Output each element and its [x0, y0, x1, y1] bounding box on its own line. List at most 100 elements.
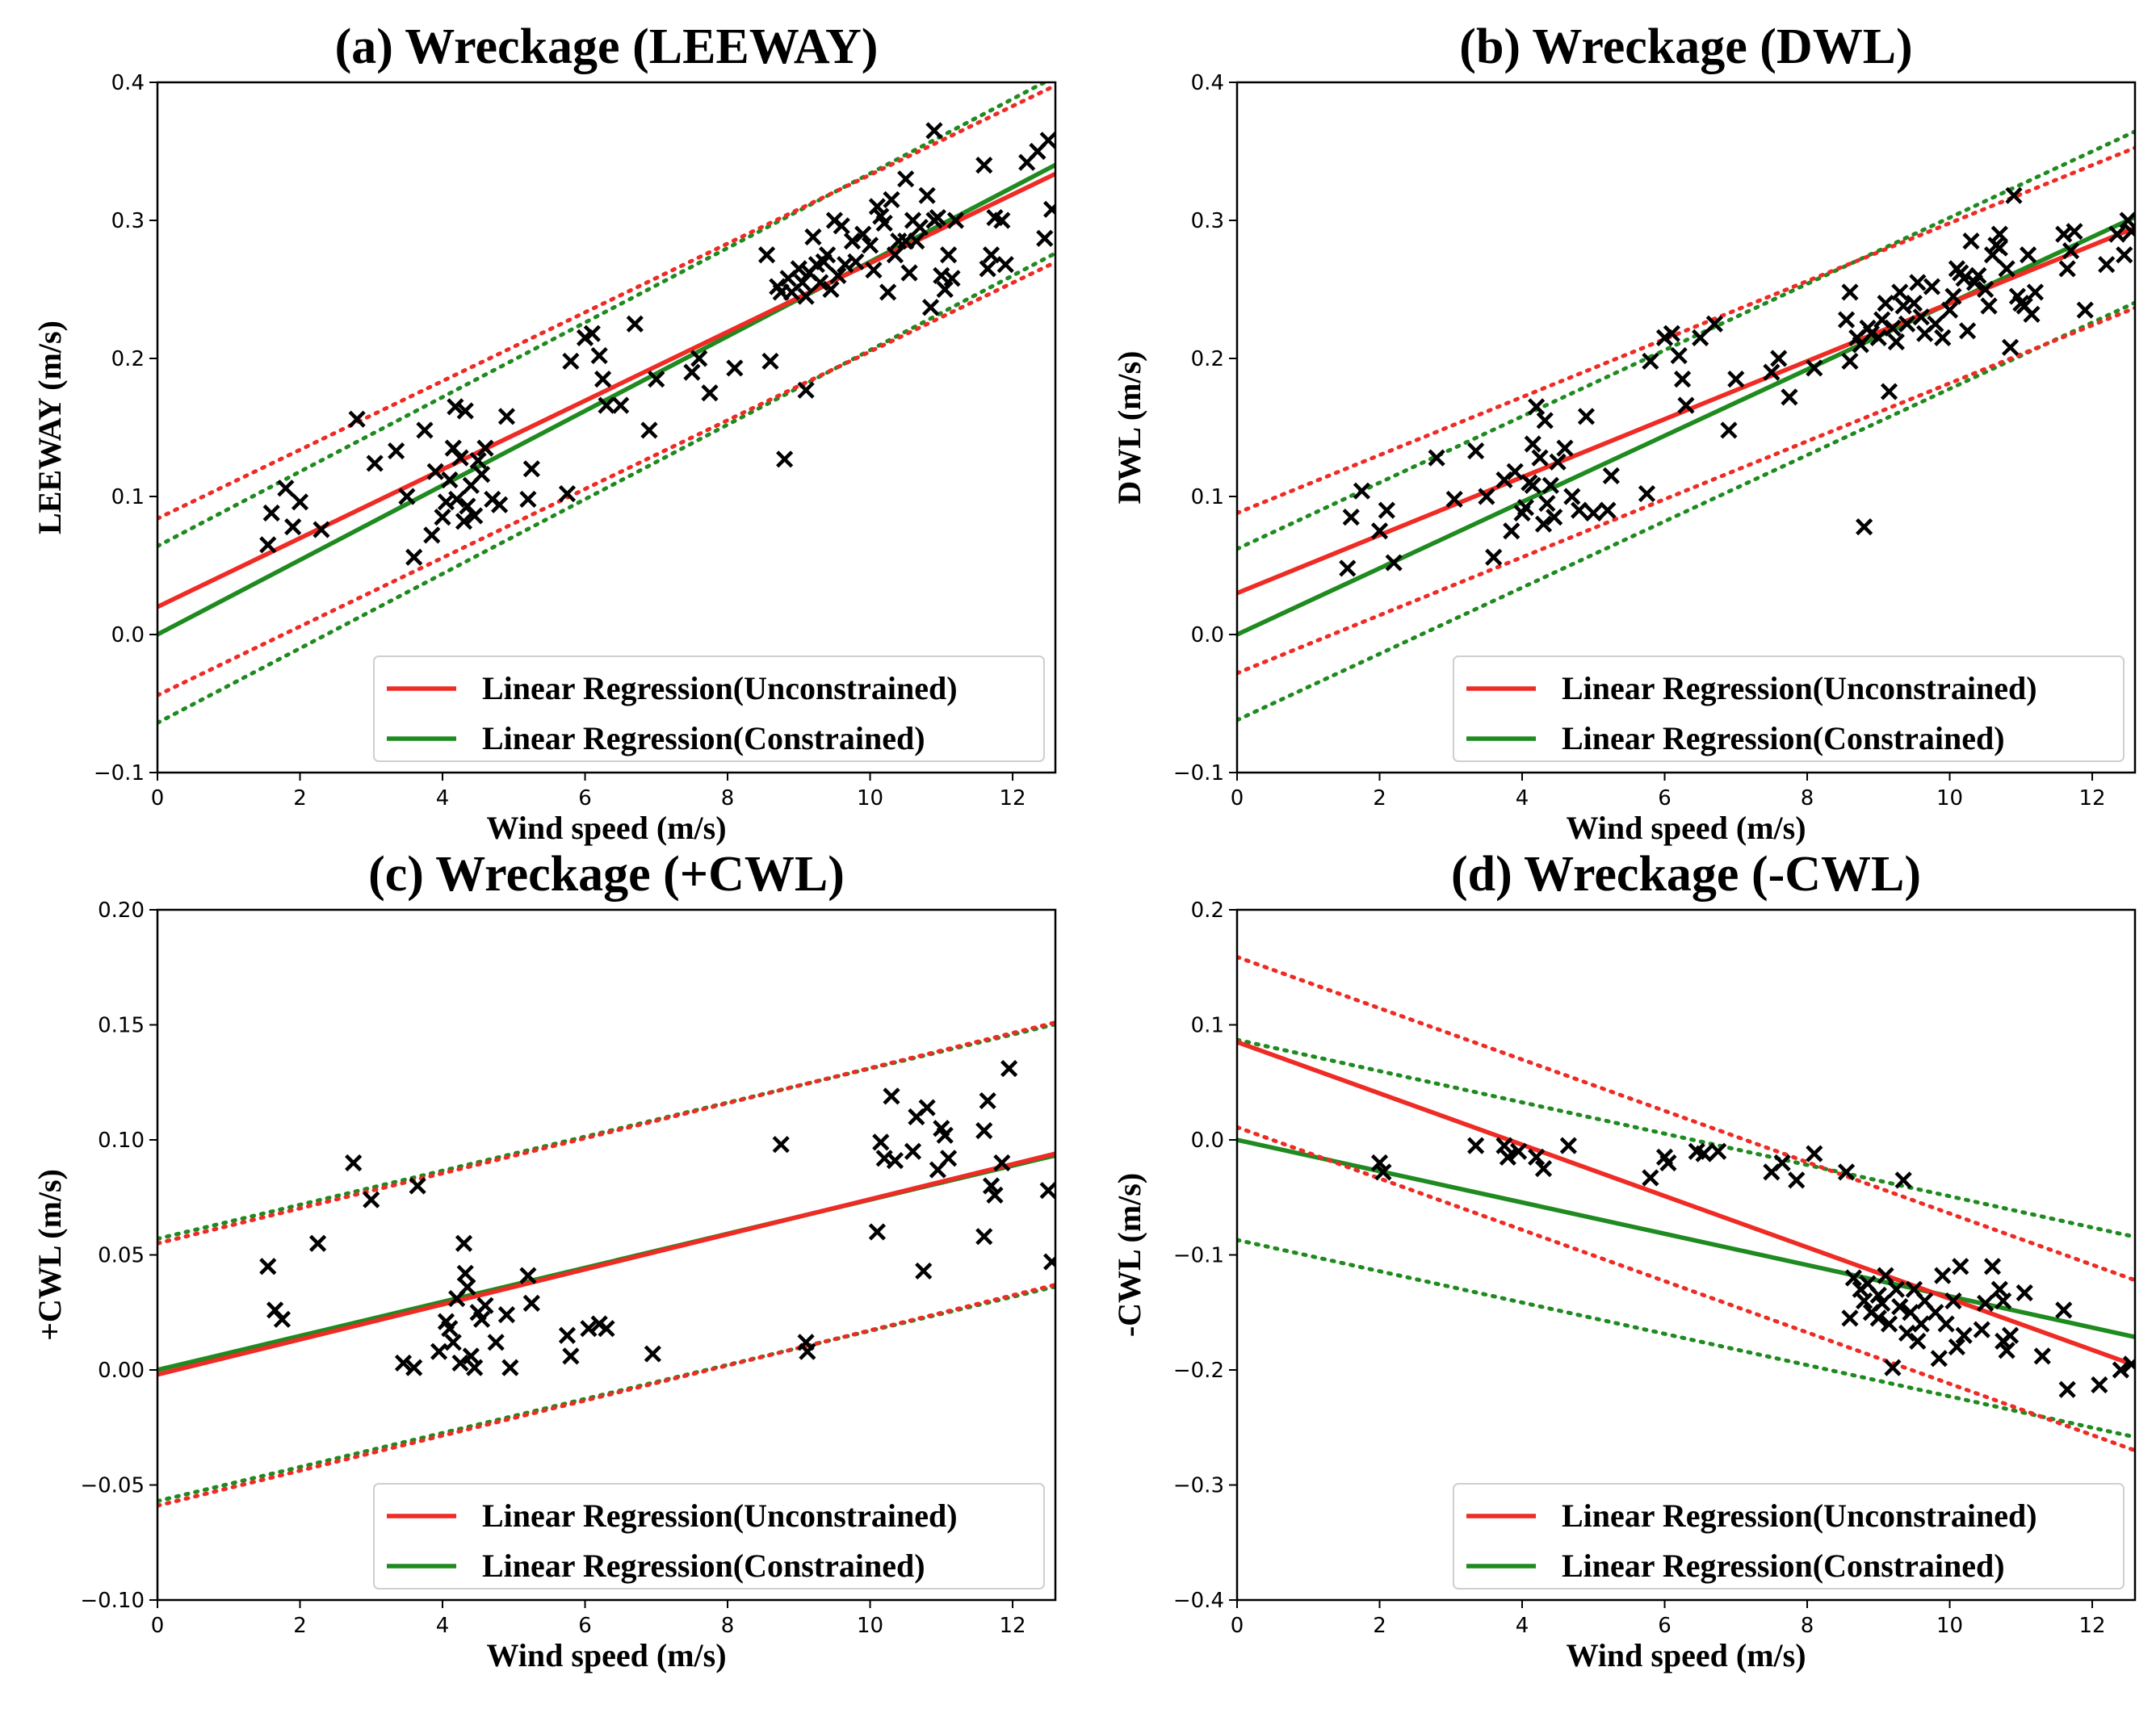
data-point [487, 1334, 505, 1351]
data-point [1342, 509, 1360, 526]
data-point [925, 212, 943, 229]
data-point [1524, 435, 1541, 453]
data-point [897, 232, 915, 250]
data-point [447, 398, 464, 416]
data-point [405, 1359, 423, 1376]
data-point [1556, 439, 1574, 457]
data-point [1036, 229, 1054, 247]
data-point [388, 442, 405, 460]
data-point [469, 451, 487, 470]
data-point [918, 1099, 936, 1116]
data-point [822, 280, 840, 299]
data-point [1000, 1060, 1018, 1078]
data-point [1506, 463, 1524, 480]
legend-label: Linear Regression(Constrained) [482, 720, 925, 756]
data-point [2066, 223, 2083, 241]
data-point [398, 488, 416, 505]
data-point [1841, 1309, 1859, 1327]
data-point [423, 526, 441, 544]
data-point [1884, 319, 1902, 337]
constrained-lower-bound-line [1237, 300, 2135, 723]
data-point [416, 421, 434, 439]
data-point [1891, 1298, 1909, 1316]
panel-d: (d) Wreckage (-CWL) 0 2 4 6 8 10 12 −0.4 −0.3 −0.2… [1111, 847, 2137, 1673]
data-point [366, 454, 384, 472]
data-point [1962, 232, 1980, 250]
data-point [277, 480, 295, 497]
data-point [644, 1345, 661, 1363]
data-point [1948, 1338, 1965, 1356]
data-point [1934, 1267, 1952, 1284]
legend-box [1453, 1483, 2125, 1590]
data-point [308, 1234, 327, 1252]
data-point [2112, 1361, 2129, 1379]
x-tick-label: 12 [2079, 786, 2106, 811]
data-point [1642, 352, 1659, 371]
legend-box [373, 1483, 1045, 1590]
data-point [262, 504, 280, 522]
data-point [2058, 1380, 2076, 1398]
data-point [761, 352, 779, 371]
chart-title: (b) Wreckage (DWL) [1459, 19, 1912, 74]
data-point [1856, 1292, 1873, 1310]
data-point [1930, 1350, 1948, 1368]
data-point [865, 261, 883, 279]
data-point [843, 232, 862, 250]
data-point [1378, 501, 1395, 519]
constrained-upper-bound-line [157, 1022, 1055, 1242]
data-point [1670, 346, 1688, 365]
constrained-lower-bound-line [1237, 1238, 2135, 1439]
data-point [2001, 338, 2020, 356]
data-point [1478, 488, 1495, 505]
data-point [1934, 329, 1952, 346]
x-tick-label: 6 [578, 786, 592, 811]
data-point [904, 1142, 922, 1160]
x-tick-label: 4 [1516, 786, 1529, 811]
data-point [1841, 352, 1859, 371]
data-point [1763, 363, 1781, 381]
data-point [2062, 242, 2080, 260]
data-point [1039, 1182, 1055, 1200]
data-point [1673, 371, 1692, 388]
data-point [466, 1359, 484, 1376]
data-point [409, 1177, 426, 1195]
data-point [1877, 1267, 1894, 1284]
data-point [1467, 442, 1485, 460]
legend-label: Linear Regression(Constrained) [1562, 1548, 2005, 1584]
data-point [915, 1262, 933, 1280]
data-point [1995, 1292, 2012, 1310]
x-tick-label: 0 [1231, 1614, 1244, 1638]
plot-area [157, 82, 1055, 725]
data-point [979, 260, 996, 278]
y-tick-label: −0.1 [1173, 761, 1224, 785]
plot-frame [1235, 908, 2137, 1602]
y-tick-label: 0.00 [98, 1359, 145, 1383]
data-point [1528, 1148, 1546, 1166]
data-point [1937, 1315, 1955, 1333]
data-point [1983, 1258, 2002, 1275]
data-point [456, 1264, 474, 1282]
data-point [1727, 371, 1745, 388]
data-point [1781, 388, 1798, 406]
data-point [522, 460, 540, 478]
data-point [558, 484, 577, 503]
y-tick-label: 0.4 [1191, 71, 1224, 95]
plot-frame [156, 908, 1057, 1602]
y-tick-label: −0.05 [80, 1474, 145, 1498]
data-point [583, 325, 601, 342]
constrained-lower-bound-line [157, 1284, 1055, 1503]
data-point [2033, 1347, 2051, 1365]
data-point [1485, 548, 1503, 566]
data-point [2015, 1284, 2033, 1302]
x-tick-label: 10 [857, 1614, 883, 1638]
data-point [1844, 1269, 1862, 1287]
data-point [1638, 484, 1656, 503]
legend-label: Linear Regression(Unconstrained) [1562, 1497, 2037, 1534]
data-point [1370, 1154, 1389, 1172]
data-point [626, 315, 644, 333]
data-point [558, 1326, 577, 1344]
data-point [1534, 1160, 1553, 1178]
data-point [812, 274, 829, 291]
data-point [2020, 246, 2037, 264]
data-point [1602, 467, 1620, 484]
